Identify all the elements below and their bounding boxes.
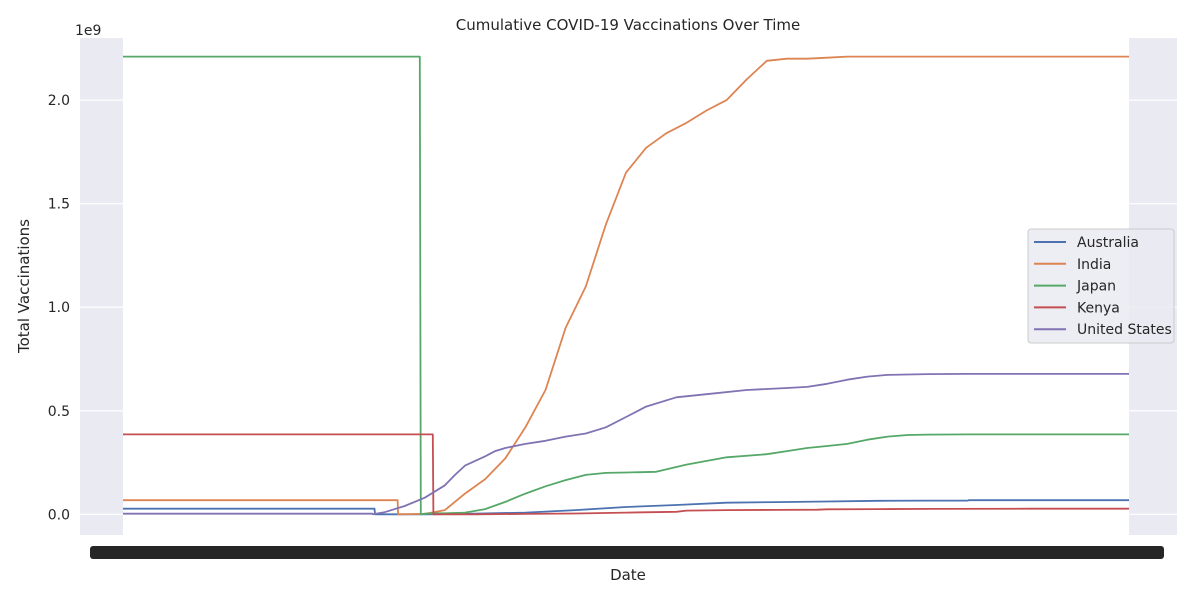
series-lines — [123, 55, 1129, 516]
y-tick-labels: 0.0 0.5 1.0 1.5 2.0 — [48, 93, 70, 523]
series-line-india — [123, 55, 1129, 516]
legend-box — [1027, 228, 1175, 344]
y-tick-label: 0.5 — [48, 404, 70, 420]
legend-entry: Australia — [1077, 235, 1139, 251]
x-tick-labels — [90, 546, 1164, 559]
gridlines — [80, 38, 1177, 535]
y-tick-label: 1.0 — [48, 300, 70, 316]
legend-entry: Japan — [1076, 279, 1116, 295]
x-tick-labels-overlap — [90, 546, 1164, 559]
chart-title: Cumulative COVID-19 Vaccinations Over Ti… — [456, 16, 800, 34]
y-tick-label: 0.0 — [48, 507, 70, 523]
y-tick-label: 1.5 — [48, 197, 70, 213]
dense-vertical-gridlines — [123, 38, 1129, 535]
legend-entry: United States — [1077, 322, 1172, 338]
y-tick-label: 2.0 — [48, 93, 70, 109]
legend-entry: Kenya — [1077, 300, 1120, 316]
y-axis-title: Total Vaccinations — [15, 219, 33, 354]
legend: Australia India Japan Kenya United States — [1027, 228, 1175, 344]
y-offset-label: 1e9 — [75, 23, 101, 39]
series-line-united-states — [123, 372, 1129, 516]
x-axis-title: Date — [610, 566, 646, 584]
series-line-kenya — [123, 433, 1129, 516]
legend-entry: India — [1077, 257, 1111, 273]
series-line-japan — [123, 55, 1129, 516]
